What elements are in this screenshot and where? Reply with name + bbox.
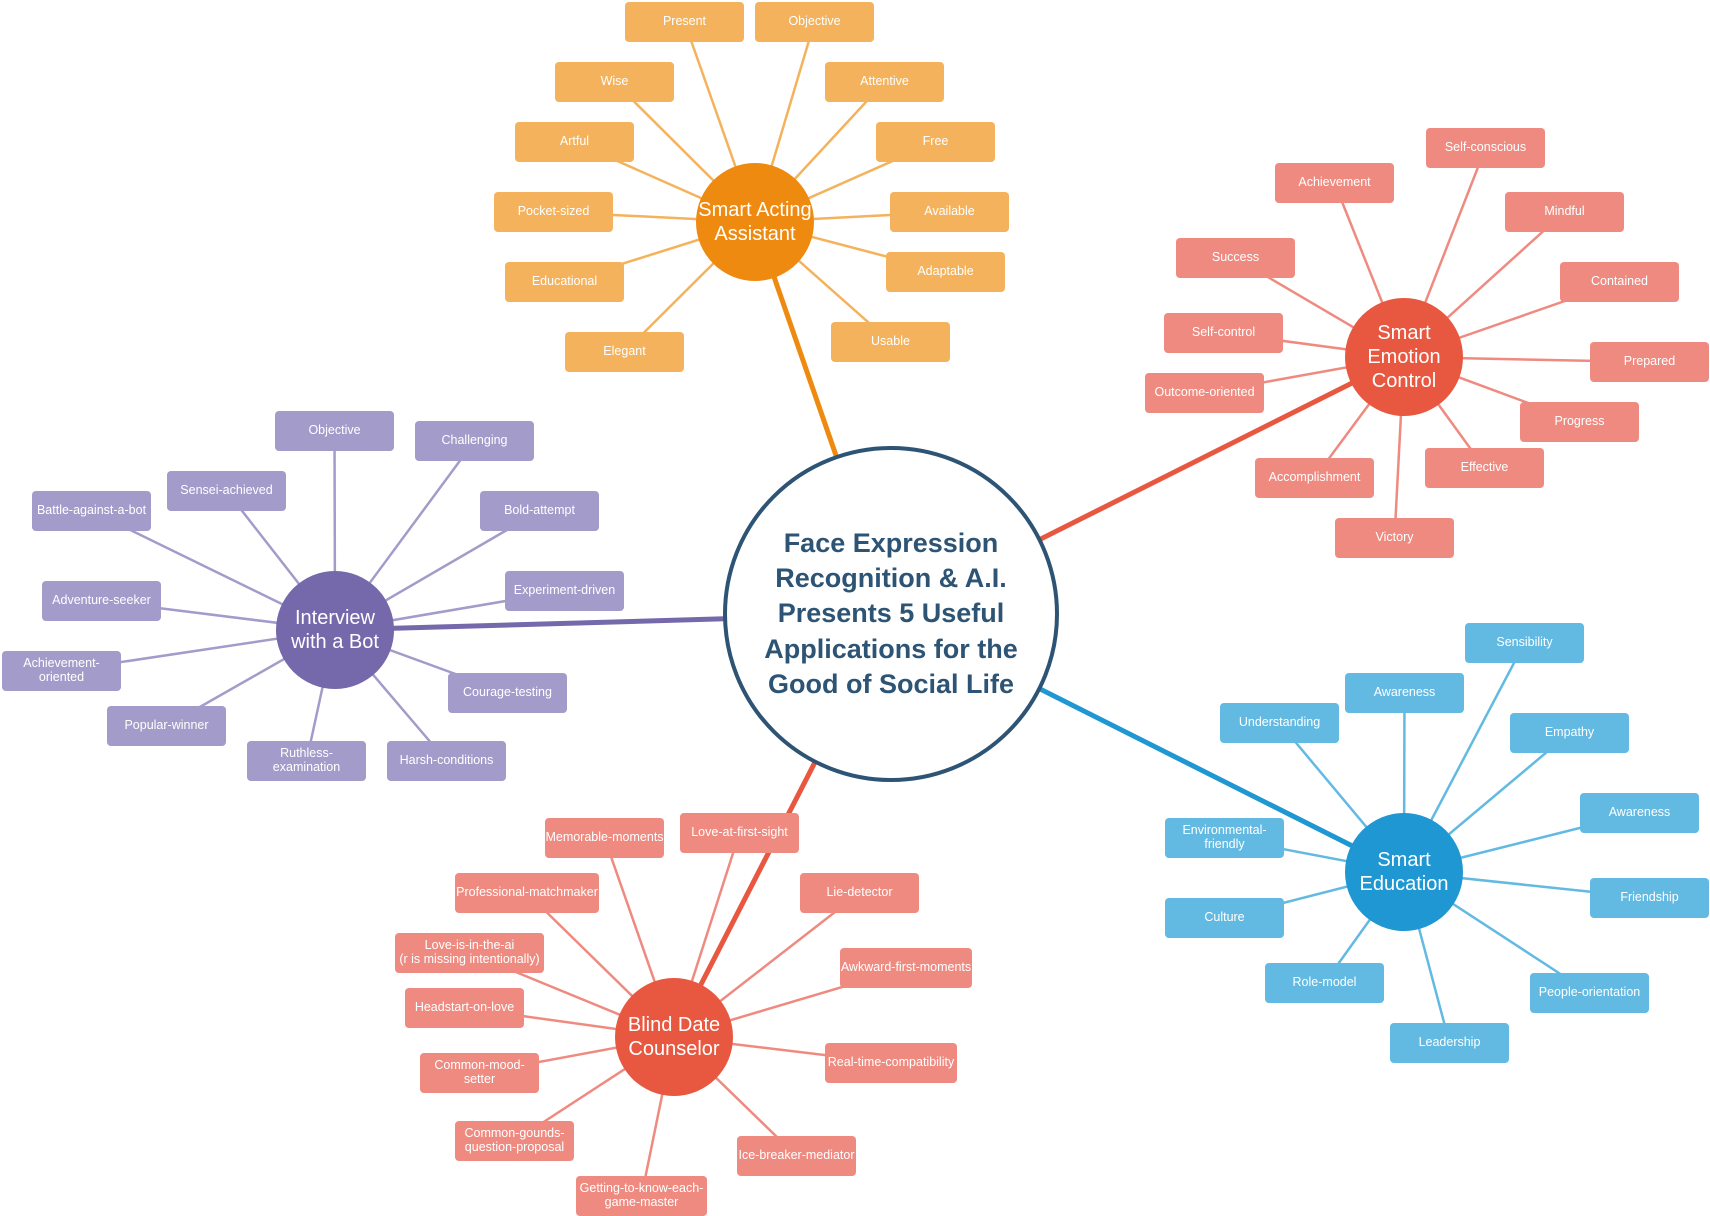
leaf-contained[interactable]: Contained	[1560, 262, 1679, 302]
leaf-love-is-in-the-ai[interactable]: Love-is-in-the-ai (r is missing intentio…	[395, 933, 544, 973]
leaf-elegant[interactable]: Elegant	[565, 332, 684, 372]
leaf-awareness-2[interactable]: Awareness	[1580, 793, 1699, 833]
leaf-empathy[interactable]: Empathy	[1510, 713, 1629, 753]
leaf-artful[interactable]: Artful	[515, 122, 634, 162]
hub-smart-emotion-control[interactable]: Smart Emotion Control	[1345, 298, 1463, 416]
leaf-mindful[interactable]: Mindful	[1505, 192, 1624, 232]
leaf-prepared[interactable]: Prepared	[1590, 342, 1709, 382]
leaf-available[interactable]: Available	[890, 192, 1009, 232]
leaf-sensei-achieved[interactable]: Sensei-achieved	[167, 471, 286, 511]
leaf-ruthless-examination[interactable]: Ruthless-examination	[247, 741, 366, 781]
leaf-objective[interactable]: Objective	[755, 2, 874, 42]
leaf-self-conscious[interactable]: Self-conscious	[1426, 128, 1545, 168]
central-topic[interactable]: Face Expression Recognition & A.I. Prese…	[723, 446, 1059, 782]
leaf-battle-against-a-bot[interactable]: Battle-against-a-bot	[32, 491, 151, 531]
leaf-love-at-first-sight[interactable]: Love-at-first-sight	[680, 813, 799, 853]
leaf-awareness[interactable]: Awareness	[1345, 673, 1464, 713]
leaf-common-mood-setter[interactable]: Common-mood-setter	[420, 1053, 539, 1093]
hub-smart-acting-assistant[interactable]: Smart Acting Assistant	[696, 163, 814, 281]
leaf-objective-2[interactable]: Objective	[275, 411, 394, 451]
leaf-courage-testing[interactable]: Courage-testing	[448, 673, 567, 713]
leaf-effective[interactable]: Effective	[1425, 448, 1544, 488]
leaf-real-time-compatibility[interactable]: Real-time-compatibility	[825, 1043, 957, 1083]
leaf-memorable-moments[interactable]: Memorable-moments	[545, 818, 664, 858]
leaf-awkward-first-moments[interactable]: Awkward-first-moments	[840, 948, 972, 988]
leaf-self-control[interactable]: Self-control	[1164, 313, 1283, 353]
leaf-pocket-sized[interactable]: Pocket-sized	[494, 192, 613, 232]
leaf-people-orientation[interactable]: People-orientation	[1530, 973, 1649, 1013]
leaf-ice-breaker-mediator[interactable]: Ice-breaker-mediator	[737, 1136, 856, 1176]
leaf-culture[interactable]: Culture	[1165, 898, 1284, 938]
leaf-lie-detector[interactable]: Lie-detector	[800, 873, 919, 913]
leaf-role-model[interactable]: Role-model	[1265, 963, 1384, 1003]
leaf-challenging[interactable]: Challenging	[415, 421, 534, 461]
leaf-accomplishment[interactable]: Accomplishment	[1255, 458, 1374, 498]
leaf-common-gounds-question-proposal[interactable]: Common-gounds- question-proposal	[455, 1121, 574, 1161]
hub-blind-date-counselor[interactable]: Blind Date Counselor	[615, 978, 733, 1096]
leaf-sensibility[interactable]: Sensibility	[1465, 623, 1584, 663]
leaf-friendship[interactable]: Friendship	[1590, 878, 1709, 918]
leaf-popular-winner[interactable]: Popular-winner	[107, 706, 226, 746]
leaf-free[interactable]: Free	[876, 122, 995, 162]
leaf-outcome-oriented[interactable]: Outcome-oriented	[1145, 373, 1264, 413]
leaf-wise[interactable]: Wise	[555, 62, 674, 102]
leaf-victory[interactable]: Victory	[1335, 518, 1454, 558]
leaf-attentive[interactable]: Attentive	[825, 62, 944, 102]
leaf-headstart-on-love[interactable]: Headstart-on-love	[405, 988, 524, 1028]
leaf-getting-to-know-each-game-master[interactable]: Getting-to-know-each- game-master	[576, 1176, 707, 1216]
leaf-experiment-driven[interactable]: Experiment-driven	[505, 571, 624, 611]
leaf-harsh-conditions[interactable]: Harsh-conditions	[387, 741, 506, 781]
leaf-achievement-oriented[interactable]: Achievement-oriented	[2, 651, 121, 691]
leaf-success[interactable]: Success	[1176, 238, 1295, 278]
hub-smart-education[interactable]: Smart Education	[1345, 813, 1463, 931]
leaf-understanding[interactable]: Understanding	[1220, 703, 1339, 743]
leaf-adventure-seeker[interactable]: Adventure-seeker	[42, 581, 161, 621]
leaf-environmental-friendly[interactable]: Environmental-friendly	[1165, 818, 1284, 858]
leaf-present[interactable]: Present	[625, 2, 744, 42]
leaf-educational[interactable]: Educational	[505, 262, 624, 302]
leaf-usable[interactable]: Usable	[831, 322, 950, 362]
leaf-professional-matchmaker[interactable]: Professional-matchmaker	[455, 873, 599, 913]
leaf-bold-attempt[interactable]: Bold-attempt	[480, 491, 599, 531]
leaf-adaptable[interactable]: Adaptable	[886, 252, 1005, 292]
leaf-progress[interactable]: Progress	[1520, 402, 1639, 442]
hub-interview-with-a-bot[interactable]: Interview with a Bot	[276, 571, 394, 689]
leaf-achievement[interactable]: Achievement	[1275, 163, 1394, 203]
leaf-leadership[interactable]: Leadership	[1390, 1023, 1509, 1063]
